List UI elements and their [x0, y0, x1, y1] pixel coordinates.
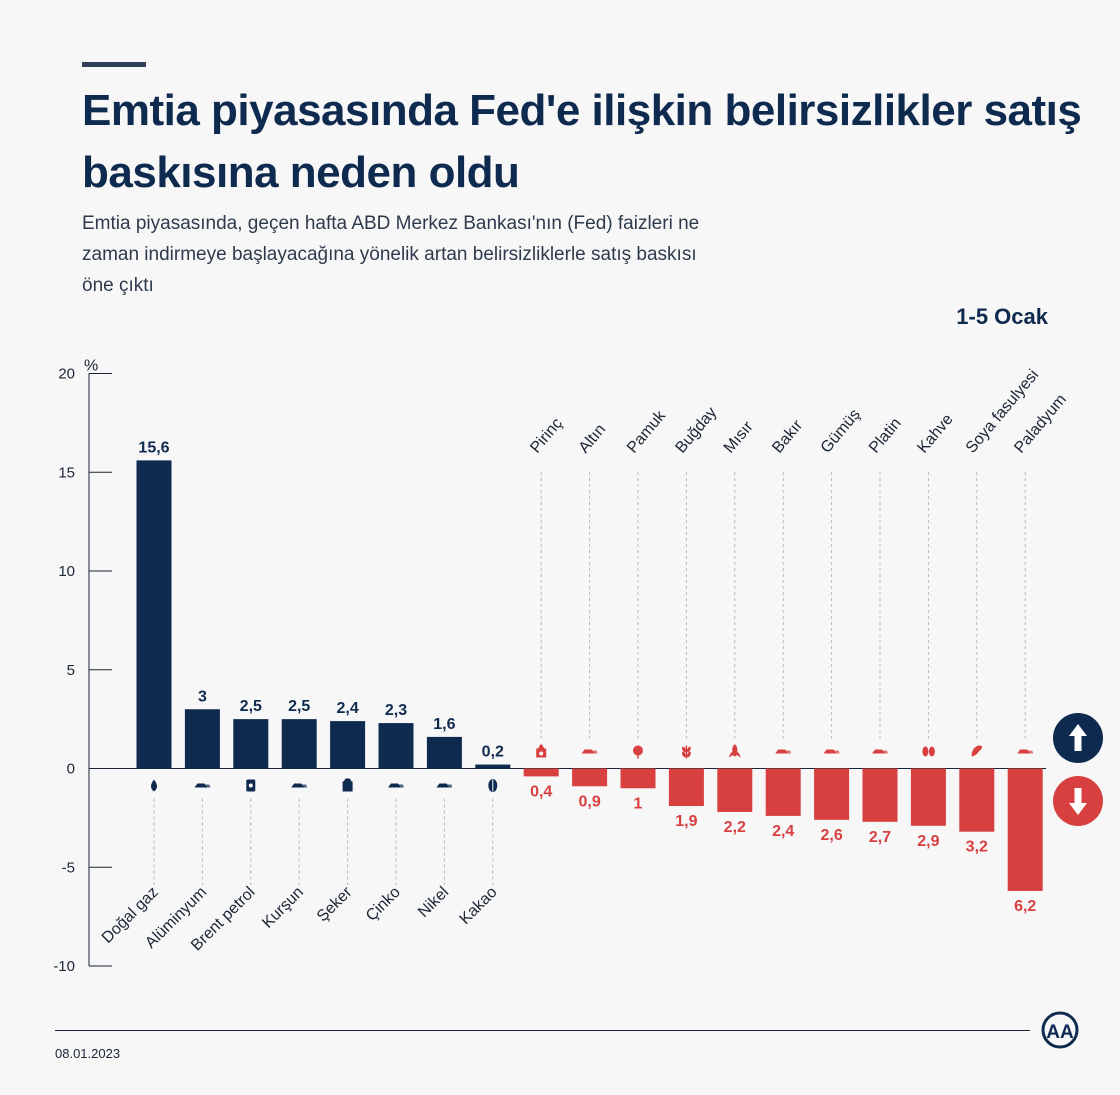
bar-5 [330, 721, 366, 769]
category-label: Bakır [769, 417, 806, 457]
category-label: Kurşun [259, 884, 307, 932]
y-tick-label: 0 [67, 761, 75, 778]
value-label: 1 [634, 795, 643, 812]
category-label: Pirinç [527, 415, 566, 457]
ingot-icon [388, 783, 404, 788]
y-tick-label: 15 [58, 464, 75, 481]
arrow-down-icon [1053, 776, 1103, 826]
aa-logo: AA [1040, 1010, 1080, 1055]
title-accent-bar [82, 62, 146, 67]
category-label: Kakao [457, 884, 501, 928]
soybean-icon [971, 745, 983, 757]
corn-icon [728, 744, 741, 758]
bar-7 [426, 736, 462, 769]
aa-logo-text: AA [1046, 1022, 1074, 1043]
wheat-icon [681, 745, 691, 759]
ingot-icon [436, 783, 453, 788]
bar-4 [281, 719, 317, 769]
category-label: Şeker [314, 883, 356, 925]
ingot-icon [291, 783, 308, 788]
footer-divider [55, 1030, 1030, 1031]
bar-19 [1007, 768, 1043, 891]
category-label: Buğday [672, 404, 720, 456]
y-tick-label: 10 [58, 563, 75, 580]
bar-6 [378, 723, 414, 769]
value-label: 2,4 [772, 823, 794, 840]
bar-10 [572, 768, 608, 787]
value-label: 1,9 [675, 813, 697, 830]
value-label: 2,3 [385, 702, 407, 719]
bar-13 [717, 768, 753, 812]
category-label: Çinko [363, 884, 404, 925]
bar-11 [620, 768, 656, 789]
ingot-icon [823, 749, 840, 754]
bar-18 [959, 768, 995, 832]
bar-14 [765, 768, 801, 816]
category-label: Pamuk [624, 407, 670, 457]
value-label: 1,6 [433, 716, 455, 733]
y-tick-label: 20 [58, 366, 75, 383]
value-label: 3,2 [966, 839, 988, 856]
y-tick-label: -5 [62, 859, 75, 876]
category-label: Platin [866, 415, 905, 457]
bar-1 [136, 460, 172, 769]
rice-bag-icon [536, 744, 547, 758]
page-title: Emtia piyasasında Fed'e ilişkin belirsiz… [82, 86, 1082, 197]
ingot-icon [581, 749, 598, 754]
publish-date: 08.01.2023 [55, 1046, 121, 1061]
value-label: 2,6 [820, 827, 842, 844]
barrel-icon [246, 779, 256, 792]
value-label: 0,9 [578, 793, 600, 810]
category-label: Altın [576, 421, 610, 456]
value-label: 6,2 [1014, 898, 1036, 915]
bar-3 [233, 719, 269, 769]
value-label: 2,2 [724, 819, 746, 836]
y-unit-label: % [84, 358, 98, 375]
bar-17 [910, 768, 946, 826]
ingot-icon [1017, 749, 1034, 754]
bar-8 [475, 764, 511, 769]
value-label: 2,7 [869, 829, 891, 846]
ingot-icon [194, 783, 211, 788]
category-label: Mısır [721, 418, 757, 457]
period-label: 1-5 Ocak [956, 304, 1048, 329]
value-label: 0,4 [530, 783, 552, 800]
bar-12 [668, 768, 704, 807]
y-tick-label: -10 [53, 958, 75, 975]
bar-16 [862, 768, 898, 822]
cotton-icon [633, 745, 643, 759]
value-label: 3 [198, 688, 207, 705]
category-label: Kahve [914, 411, 956, 457]
arrow-up-icon [1053, 713, 1103, 763]
sugar-bag-icon [342, 778, 353, 792]
ingot-icon [775, 749, 792, 754]
value-label: 2,5 [288, 698, 310, 715]
value-label: 0,2 [482, 744, 504, 761]
bar-15 [814, 768, 850, 820]
value-label: 2,5 [240, 698, 262, 715]
category-label: Nikel [415, 884, 452, 921]
category-label: Gümüş [818, 406, 864, 456]
bar-2 [184, 709, 220, 769]
coffee-bean-icon [922, 746, 935, 757]
value-label: 2,9 [917, 833, 939, 850]
ingot-icon [872, 749, 888, 754]
value-label: 2,4 [336, 700, 358, 717]
bar-9 [523, 768, 559, 777]
y-tick-label: 5 [67, 662, 75, 679]
flame-icon [151, 779, 157, 792]
value-label: 15,6 [138, 439, 169, 456]
page-subtitle: Emtia piyasasında, geçen hafta ABD Merke… [82, 213, 700, 296]
cocoa-icon [488, 779, 498, 792]
